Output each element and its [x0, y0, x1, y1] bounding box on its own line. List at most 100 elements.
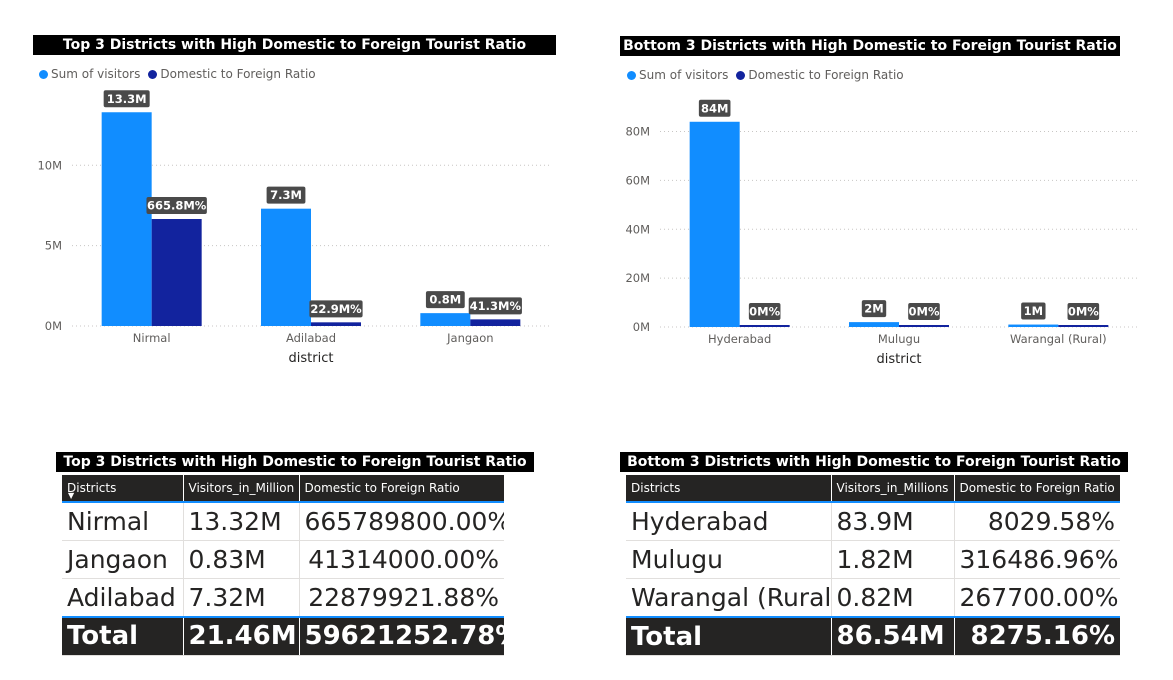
legend-label-visitors: Sum of visitors — [639, 68, 729, 82]
table-row[interactable]: Jangaon 0.83M 41314000.00% — [62, 540, 504, 579]
y-tick-label: 60M — [625, 173, 650, 187]
visitors-data-label-bg — [425, 291, 465, 309]
table-header-row: Districts Visitors_in_Millions Domestic … — [626, 475, 1120, 503]
table-row[interactable]: Warangal (Rural) 0.82M 267700.00% — [626, 578, 1120, 618]
x-tick-label: Nirmal — [133, 331, 171, 345]
total-ratio: 8275.16% — [954, 616, 1120, 656]
visitors-bar — [849, 322, 899, 327]
ratio-cell: 8029.58% — [954, 502, 1120, 541]
legend-item-visitors[interactable]: Sum of visitors — [39, 67, 140, 81]
x-tick-label: Adilabad — [286, 331, 336, 345]
column-header-districts[interactable]: Districts — [626, 475, 832, 503]
sort-descending-icon[interactable]: ▼ — [68, 491, 75, 500]
visitors-data-label-bg — [103, 90, 150, 108]
visitors-data-label: 1M — [1024, 304, 1043, 318]
y-tick-label: 0M — [633, 320, 650, 334]
visitors-data-label: 2M — [864, 302, 883, 316]
visitors-bar — [1008, 324, 1059, 327]
visitors-bar — [101, 112, 152, 326]
visitors-cell: 13.32M — [183, 502, 300, 541]
x-tick-label: Jangaon — [446, 331, 493, 345]
visitors-cell: 0.82M — [831, 578, 955, 618]
x-axis-title: district — [877, 352, 922, 367]
visitors-bar — [261, 208, 311, 326]
ratio-cell: 316486.96% — [954, 540, 1120, 579]
ratio-data-label: 0M% — [1068, 305, 1099, 319]
table-total-row: Total 21.46M 59621252.78% — [62, 616, 504, 656]
ratio-bar — [1058, 325, 1109, 327]
visitors-data-label-bg — [698, 99, 731, 117]
ratio-cell: 41314000.00% — [299, 540, 504, 579]
ratio-bar — [739, 325, 790, 327]
column-header-label: Domestic to Foreign Ratio — [959, 481, 1115, 495]
x-axis-title: district — [289, 351, 334, 366]
top-districts-bar-chart: 0M 5M 10M 13.3M 665.8M% Nirmal 7.3M 22.9M% Adila… — [37, 90, 550, 366]
district-cell: Adilabad — [62, 578, 184, 618]
legend-label-ratio: Domestic to Foreign Ratio — [748, 68, 904, 82]
y-tick-label: 40M — [625, 222, 650, 236]
visitors-bar — [689, 121, 740, 327]
table-row[interactable]: Hyderabad 83.9M 8029.58% — [626, 502, 1120, 541]
ratio-bar — [311, 322, 361, 326]
bottom-table-title: Bottom 3 Districts with High Domestic to… — [620, 452, 1128, 472]
bottom-chart-title: Bottom 3 Districts with High Domestic to… — [620, 36, 1120, 56]
visitors-data-label: 84M — [701, 101, 728, 115]
table-row[interactable]: Mulugu 1.82M 316486.96% — [626, 540, 1120, 579]
ratio-data-label-bg — [908, 303, 940, 320]
y-tick-label: 5M — [45, 239, 62, 253]
total-visitors: 86.54M — [831, 616, 955, 656]
bottom-chart-legend: Sum of visitors Domestic to Foreign Rati… — [627, 68, 908, 82]
ratio-bar — [899, 325, 949, 327]
column-header-label: Visitors_in_Million — [188, 481, 295, 495]
table-row[interactable]: Adilabad 7.32M 22879921.88% — [62, 578, 504, 618]
district-cell: Nirmal — [62, 502, 184, 541]
ratio-data-label: 0M% — [749, 305, 780, 319]
ratio-cell: 665789800.00% — [299, 502, 504, 541]
x-tick-label: Hyderabad — [708, 332, 771, 346]
top-table-title: Top 3 Districts with High Domestic to Fo… — [56, 452, 534, 472]
district-cell: Jangaon — [62, 540, 184, 579]
top-chart-legend: Sum of visitors Domestic to Foreign Rati… — [39, 67, 320, 81]
ratio-cell: 22879921.88% — [299, 578, 504, 618]
ratio-bar — [151, 218, 202, 326]
visitors-swatch-icon — [627, 70, 636, 80]
column-header-visitors[interactable]: Visitors_in_Millions — [831, 475, 955, 503]
visitors-bar — [420, 313, 471, 326]
y-tick-label: 20M — [625, 271, 650, 285]
legend-item-visitors-bottom[interactable]: Sum of visitors — [627, 68, 728, 82]
ratio-data-label-bg — [748, 303, 781, 320]
column-header-ratio[interactable]: Domestic to Foreign Ratio — [299, 475, 504, 503]
visitors-cell: 0.83M — [183, 540, 300, 579]
column-header-label: Districts — [631, 481, 681, 495]
legend-item-ratio-bottom[interactable]: Domestic to Foreign Ratio — [736, 68, 904, 82]
visitors-data-label: 13.3M — [107, 92, 147, 106]
x-tick-label: Mulugu — [878, 332, 920, 346]
table-row[interactable]: Nirmal 13.32M 665789800.00% — [62, 502, 504, 541]
table-total-row: Total 86.54M 8275.16% — [626, 616, 1120, 656]
bottom-districts-table: Districts Visitors_in_Millions Domestic … — [626, 475, 1120, 656]
ratio-data-label: 22.9M% — [310, 302, 362, 316]
ratio-swatch-icon — [736, 70, 746, 80]
legend-item-ratio[interactable]: Domestic to Foreign Ratio — [148, 67, 316, 81]
top-districts-table: Districts ▼ Visitors_in_Million Domestic… — [62, 475, 504, 656]
column-header-ratio[interactable]: Domestic to Foreign Ratio — [954, 475, 1120, 503]
visitors-swatch-icon — [39, 69, 48, 79]
y-tick-label: 10M — [37, 158, 62, 172]
ratio-data-label-bg — [1067, 303, 1100, 320]
ratio-data-label-bg — [146, 196, 207, 214]
visitors-cell: 83.9M — [831, 502, 955, 541]
total-label: Total — [62, 616, 184, 656]
visitors-data-label-bg — [266, 186, 306, 204]
total-visitors: 21.46M — [183, 616, 300, 656]
visitors-data-label-bg — [1021, 302, 1046, 320]
ratio-data-label-bg — [309, 300, 363, 318]
column-header-visitors[interactable]: Visitors_in_Million — [183, 475, 300, 503]
ratio-data-label: 41.3M% — [470, 299, 522, 313]
column-header-districts[interactable]: Districts ▼ — [62, 475, 184, 503]
district-cell: Mulugu — [626, 540, 832, 579]
ratio-swatch-icon — [148, 69, 158, 79]
x-tick-label: Warangal (Rural) — [1010, 332, 1107, 346]
column-header-label: Visitors_in_Millions — [836, 481, 949, 495]
y-tick-label: 0M — [45, 319, 62, 333]
top-chart-title: Top 3 Districts with High Domestic to Fo… — [33, 35, 556, 55]
